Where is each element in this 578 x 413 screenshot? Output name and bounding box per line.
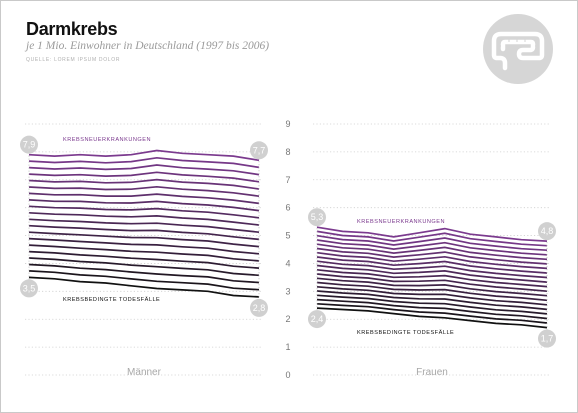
series-line bbox=[28, 164, 260, 176]
series-line bbox=[28, 171, 260, 183]
series-line bbox=[28, 192, 260, 205]
series-line bbox=[316, 268, 548, 288]
value-bubble-label: 2,8 bbox=[253, 303, 266, 313]
series-line bbox=[316, 281, 548, 302]
chart-source: QUELLE: LOREM IPSUM DOLOR bbox=[26, 57, 121, 63]
y-tick-label: 0 bbox=[285, 370, 290, 380]
series-line bbox=[316, 277, 548, 297]
series-line bbox=[28, 178, 260, 190]
series-line bbox=[316, 298, 548, 320]
value-bubble bbox=[538, 329, 556, 348]
y-tick-label: 3 bbox=[285, 286, 290, 296]
series-line bbox=[316, 243, 548, 261]
panel-label: Männer bbox=[127, 367, 162, 378]
series-line bbox=[28, 270, 260, 291]
series-line bbox=[28, 276, 260, 298]
y-tick-label: 1 bbox=[285, 342, 290, 352]
series-line bbox=[316, 239, 548, 256]
series-line bbox=[28, 250, 260, 269]
series-line bbox=[316, 302, 548, 324]
y-tick-label: 2 bbox=[285, 314, 290, 324]
y-tick-label: 6 bbox=[285, 203, 290, 213]
series-line bbox=[28, 237, 260, 255]
value-bubble-label: 7,9 bbox=[23, 140, 36, 150]
value-bubble-label: 3,5 bbox=[23, 283, 36, 293]
value-bubble bbox=[250, 298, 268, 317]
series-line bbox=[28, 149, 260, 162]
intestine-icon bbox=[483, 14, 553, 84]
chart-title: Darmkrebs bbox=[26, 19, 118, 39]
series-line bbox=[316, 294, 548, 315]
series-line bbox=[316, 307, 548, 329]
series-line bbox=[28, 244, 260, 262]
series-line bbox=[28, 211, 260, 226]
y-tick-label: 8 bbox=[285, 147, 290, 157]
series-line bbox=[28, 218, 260, 234]
series-line bbox=[316, 226, 548, 242]
series-line bbox=[28, 185, 260, 198]
series-line bbox=[316, 285, 548, 306]
series-line bbox=[28, 199, 260, 212]
value-bubble-label: 4,8 bbox=[541, 226, 554, 236]
mortality-series-label: KREBSBEDINGTE TODESFÄLLE bbox=[357, 329, 454, 336]
value-bubble-label: 2,4 bbox=[311, 314, 324, 324]
value-bubble-label: 1,7 bbox=[541, 334, 554, 344]
y-tick-label: 5 bbox=[285, 231, 290, 241]
series-line bbox=[28, 263, 260, 284]
series-line bbox=[316, 273, 548, 293]
series-line bbox=[28, 156, 260, 169]
incidence-series-label: KREBSNEUERKRANKUNGEN bbox=[357, 219, 445, 225]
value-bubble bbox=[20, 279, 38, 298]
series-line bbox=[28, 257, 260, 277]
series-line bbox=[316, 251, 548, 270]
series-line bbox=[316, 260, 548, 279]
y-tick-label: 7 bbox=[285, 175, 290, 185]
series-line bbox=[316, 290, 548, 311]
series-line bbox=[28, 231, 260, 248]
value-bubble bbox=[308, 208, 326, 227]
y-tick-label: 4 bbox=[285, 258, 290, 268]
series-line bbox=[28, 224, 260, 241]
chart-subtitle: je 1 Mio. Einwohner in Deutschland (1997… bbox=[26, 40, 270, 52]
panel-label: Frauen bbox=[416, 367, 448, 378]
value-bubble bbox=[250, 141, 268, 160]
value-bubble-label: 5,3 bbox=[311, 212, 324, 222]
series-line bbox=[28, 205, 260, 219]
incidence-series-label: KREBSNEUERKRANKUNGEN bbox=[63, 137, 151, 143]
series-line bbox=[316, 247, 548, 265]
series-line bbox=[316, 256, 548, 274]
value-bubble bbox=[538, 222, 556, 241]
value-bubble bbox=[308, 310, 326, 329]
y-tick-label: 9 bbox=[285, 119, 290, 129]
mortality-series-label: KREBSBEDINGTE TODESFÄLLE bbox=[63, 296, 160, 303]
series-line bbox=[316, 230, 548, 247]
value-bubble-label: 7,7 bbox=[253, 145, 266, 155]
series-line bbox=[316, 234, 548, 252]
value-bubble bbox=[20, 135, 38, 154]
series-line bbox=[316, 264, 548, 283]
